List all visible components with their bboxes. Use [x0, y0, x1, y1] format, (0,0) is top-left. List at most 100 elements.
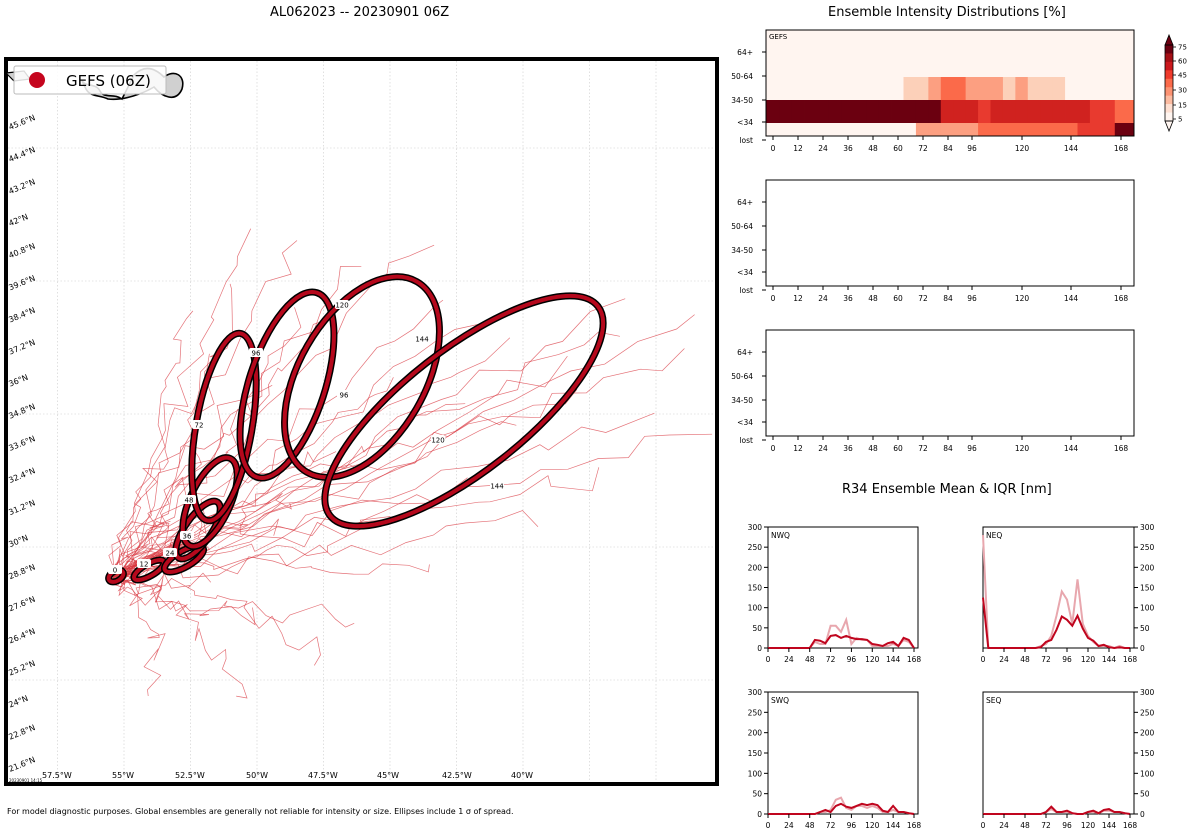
map-stamp: 20230901 14:15 [9, 778, 43, 783]
r34-panel-label: SEQ [986, 696, 1001, 705]
heatmap-cell [1089, 123, 1103, 136]
r34-y-label: 250 [1140, 543, 1155, 552]
heatmap-cell [866, 77, 880, 100]
heatmap-cell [816, 54, 830, 77]
map-gridlines [8, 61, 715, 782]
lon-label: 50°W [246, 771, 268, 780]
intensity-panel-frame [765, 329, 1135, 437]
intensity-x-label: 144 [1064, 294, 1079, 303]
r34-y-label: 0 [1140, 644, 1145, 653]
ensemble-track [109, 307, 302, 580]
longitude-labels: 57.5°W 55°W 52.5°W 50°W 47.5°W 45°W 42.5°W 40°W [42, 771, 533, 780]
heatmap-cell [1065, 30, 1078, 54]
heatmap-cell [841, 77, 855, 100]
heatmap-cell [903, 123, 917, 136]
heatmap-cell [1027, 123, 1041, 136]
heatmap-cell [953, 77, 967, 100]
heatmap-cell [1077, 54, 1091, 77]
heatmap-cell [915, 77, 929, 100]
heatmap-cell [1052, 77, 1066, 100]
heatmap-cell [928, 100, 942, 123]
colorbar-label: 15 [1178, 102, 1187, 110]
heatmap-cell [779, 123, 793, 136]
heatmap-cell [940, 123, 954, 136]
heatmap-cell [965, 54, 979, 77]
intensity-x-label: 12 [793, 144, 803, 153]
heatmap-cell [903, 54, 917, 77]
intensity-y-label: 64+ [737, 198, 753, 207]
heatmap-cell [1102, 77, 1116, 100]
r34-mean-line [982, 597, 1130, 650]
heatmap-cell [1002, 100, 1016, 123]
heatmap-cell [853, 123, 867, 136]
legend-box [13, 65, 167, 95]
intensity-x-label: 84 [943, 294, 953, 303]
r34-panel-neq: NEQ 300 250 200 150 100 50 0 0 24 48 72 96 120 144 168 [981, 523, 1155, 664]
intensity-x-label: 120 [1015, 444, 1030, 453]
r34-x-label: 48 [1020, 821, 1030, 830]
intensity-x-label: 12 [793, 294, 803, 303]
r34-panel-frame [767, 691, 919, 815]
intensity-y-label: 64+ [737, 48, 753, 57]
colorbar-segment [1165, 45, 1173, 54]
heatmap-cell [779, 77, 793, 100]
heatmap-cell [779, 54, 793, 77]
heatmap-cell [940, 77, 954, 100]
lon-label: 47.5°W [308, 771, 338, 780]
r34-x-label: 0 [981, 655, 986, 664]
r34-y-label: 300 [1140, 688, 1155, 697]
heatmap-cell [766, 100, 780, 123]
colorbar-label: 60 [1178, 58, 1187, 66]
intensity-y-label: <34 [737, 268, 753, 277]
heatmap-cell [1065, 123, 1078, 136]
intensity-y-label: lost [739, 286, 753, 295]
lon-label: 40°W [511, 771, 533, 780]
heatmap-cell [978, 77, 991, 100]
intensity-x-label: 12 [793, 444, 803, 453]
heatmap-cell [891, 30, 904, 54]
intensity-y-label: lost [739, 436, 753, 445]
heatmap-cell [978, 100, 991, 123]
ellipse-hour-label-bg [337, 390, 351, 399]
r34-y-label: 100 [748, 604, 763, 613]
heatmap-cell [1015, 123, 1029, 136]
r34-x-label: 72 [826, 821, 836, 830]
colorbar-segment [1165, 104, 1173, 113]
heatmap-cell [1040, 54, 1054, 77]
heatmap-cell [903, 100, 917, 123]
heatmap-cell [1002, 77, 1016, 100]
heatmap-cell [1015, 30, 1029, 54]
ellipse-hour-label: 0 [108, 565, 122, 575]
heatmap-cell [915, 54, 929, 77]
colorbar-label: 5 [1178, 116, 1182, 124]
heatmap-cell [903, 77, 917, 100]
intensity-panel-gefs: GEFS 64+ 50-64 34-50 <34 lost 0 12 24 36 48 60 72 84 9… [731, 29, 1135, 153]
heatmap-cell [1089, 77, 1103, 100]
heatmap-cell [915, 123, 929, 136]
heatmap-cell [1077, 123, 1091, 136]
heatmap-cell [1114, 100, 1135, 123]
heatmap-cell [965, 123, 979, 136]
heatmap-cell [828, 54, 842, 77]
intensity-x-label: 168 [1114, 444, 1129, 453]
footer-note: For model diagnostic purposes. Global en… [7, 807, 514, 816]
intensity-panel-frame [765, 179, 1135, 287]
heatmap-cell [965, 30, 979, 54]
r34-y-label: 0 [757, 644, 762, 653]
r34-y-label: 250 [748, 708, 763, 717]
uncertainty-ellipse [238, 290, 336, 480]
ellipse-hour-label-bg [249, 348, 263, 357]
intensity-x-label: 48 [868, 294, 878, 303]
heatmap-cell [766, 123, 780, 136]
heatmap-cell [1027, 100, 1041, 123]
ellipse-hour-label: 96 [249, 348, 263, 358]
r34-y-label: 300 [748, 688, 763, 697]
intensity-x-label: 48 [868, 144, 878, 153]
r34-x-label: 96 [1062, 655, 1072, 664]
colorbar-frame [1164, 44, 1174, 122]
ellipse-hour-label: 72 [192, 420, 206, 430]
colorbar-label: 75 [1178, 44, 1187, 52]
r34-y-label: 250 [748, 543, 763, 552]
intensity-x-label: 36 [843, 294, 853, 303]
heatmap-cell [953, 100, 967, 123]
